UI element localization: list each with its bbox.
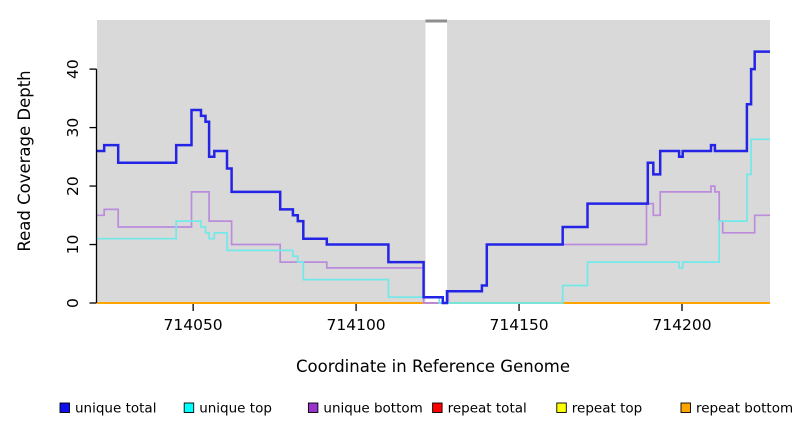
legend-item-unique-top: unique top <box>183 401 272 417</box>
legend-label: repeat bottom <box>696 401 792 417</box>
legend-label: unique total <box>75 401 156 417</box>
legend-item-repeat-top: repeat top <box>556 401 642 417</box>
legend-item-unique-bottom: unique bottom <box>307 401 423 417</box>
x-tick-label: 714150 <box>490 316 549 334</box>
legend-label: repeat total <box>448 401 527 417</box>
y-tick-label: 30 <box>64 118 82 138</box>
legend-item-repeat-total: repeat total <box>432 401 527 417</box>
x-tick-label: 714050 <box>164 316 223 334</box>
legend-label: repeat top <box>572 401 642 417</box>
y-axis-title: Read Coverage Depth <box>15 70 34 251</box>
legend-label: unique bottom <box>323 401 422 417</box>
x-axis-title: Coordinate in Reference Genome <box>296 357 570 376</box>
legend-label: unique top <box>199 401 272 417</box>
y-tick-label: 0 <box>64 298 82 308</box>
x-tick-label: 714200 <box>652 316 711 334</box>
legend-swatch <box>59 402 70 413</box>
legend-item-unique-total: unique total <box>59 401 156 417</box>
legend-swatch <box>307 402 319 413</box>
legend-swatch <box>432 402 443 413</box>
legend: unique total unique top unique bottom repea… <box>59 401 792 417</box>
series-unique-top <box>97 138 770 304</box>
no-data-gap <box>425 22 448 303</box>
legend-swatch <box>680 402 691 413</box>
series-unique-total <box>97 50 770 305</box>
axes: 0 10 20 30 40 714050 714100 714150 714200 <box>64 59 712 334</box>
y-tick-label: 20 <box>64 176 82 196</box>
legend-item-repeat-bottom: repeat bottom <box>680 401 792 417</box>
plot-area <box>97 19 770 305</box>
legend-swatch <box>183 402 195 413</box>
y-tick-label: 10 <box>64 235 82 255</box>
gap-top-cap <box>425 19 448 23</box>
x-tick-label: 714100 <box>327 316 386 334</box>
legend-swatch <box>556 402 567 413</box>
y-tick-label: 40 <box>64 59 82 79</box>
